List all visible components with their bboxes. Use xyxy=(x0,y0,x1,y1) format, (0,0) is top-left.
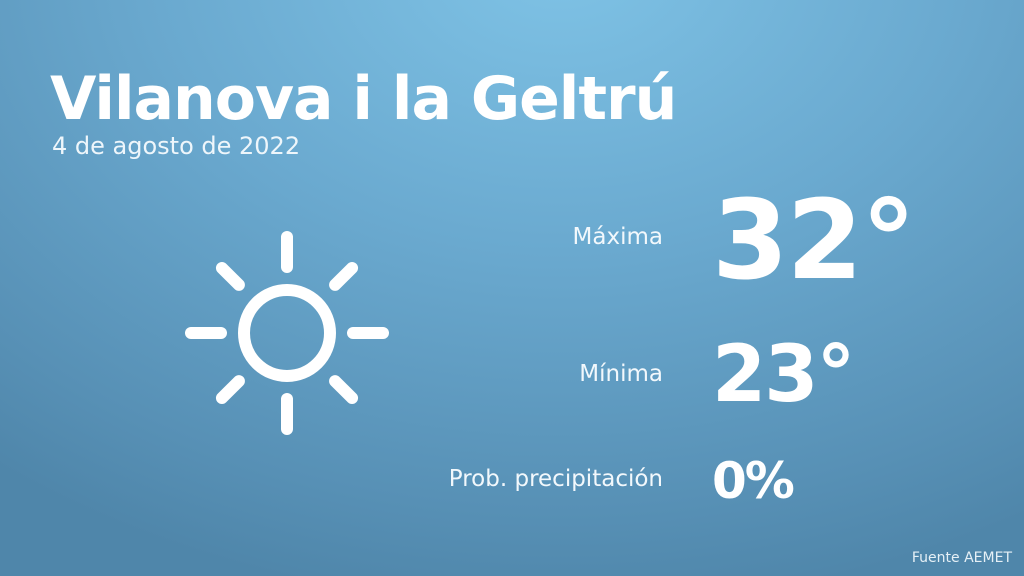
min-temp-value: 23° xyxy=(712,330,856,420)
precip-prob-label: Prob. precipitación xyxy=(448,466,663,492)
sun-ray xyxy=(215,261,245,291)
sun-ray xyxy=(215,375,245,405)
sun-icon xyxy=(185,231,389,435)
precip-prob-value: 0% xyxy=(712,452,795,510)
source-credit: Fuente AEMET xyxy=(911,550,1012,566)
max-temp-label: Máxima xyxy=(572,224,663,250)
max-temp-value: 32° xyxy=(712,176,916,304)
sun-ray xyxy=(329,375,359,405)
forecast-date: 4 de agosto de 2022 xyxy=(52,132,301,160)
city-title: Vilanova i la Geltrú xyxy=(50,64,677,134)
sun-ray xyxy=(329,261,359,291)
min-temp-label: Mínima xyxy=(579,361,663,387)
